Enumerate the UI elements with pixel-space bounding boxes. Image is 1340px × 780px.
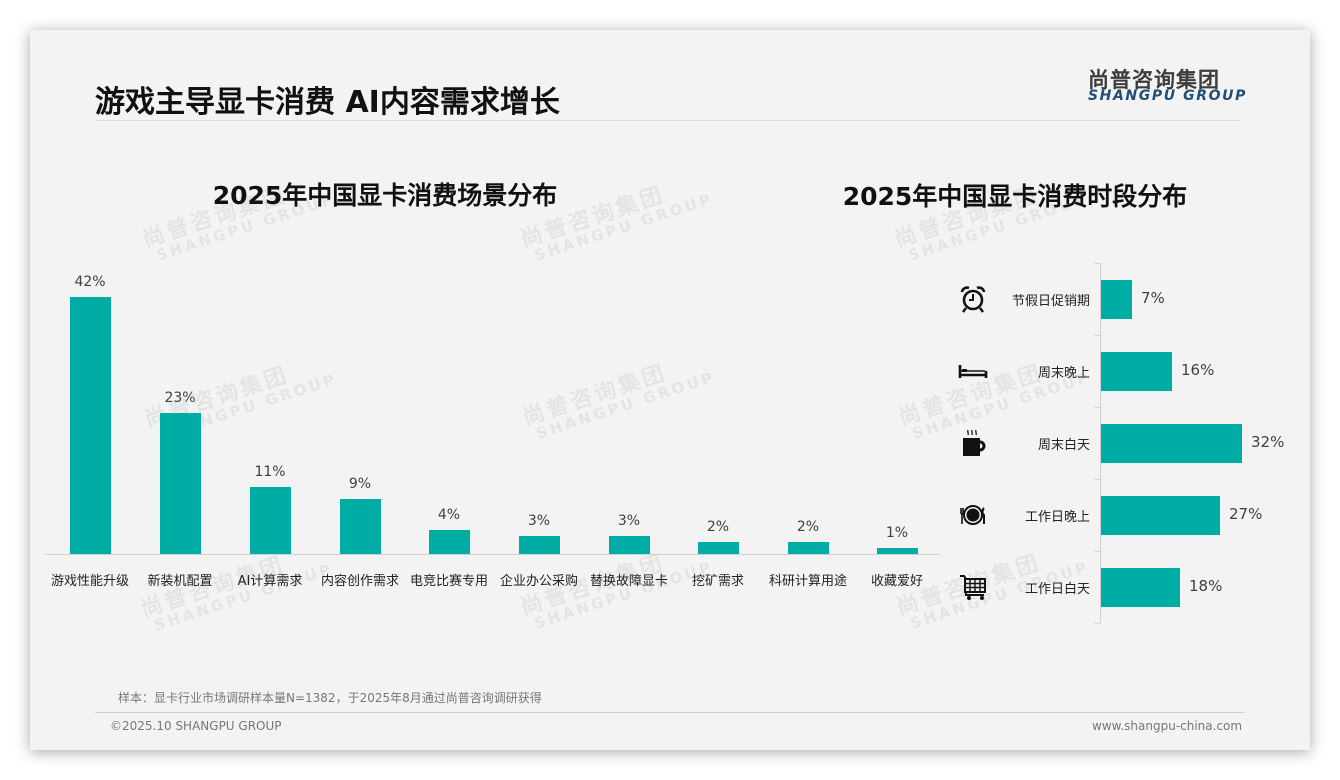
column-bar[interactable] [428,530,470,554]
column-bar[interactable] [339,499,381,554]
axis-tick [1094,623,1100,624]
time-category-label: 工作日白天 [1024,582,1090,597]
plate-cutlery-icon [958,500,988,530]
column-category-label: 企业办公采购 [499,574,579,589]
watermark-text-cn: 尚普咨询集团 [519,360,671,431]
column-category-label: 新装机配置 [147,574,213,589]
column-value-label: 4% [437,507,461,523]
bed-icon [958,356,988,386]
time-bar[interactable] [1101,423,1242,463]
column-bar[interactable] [159,413,201,554]
column-bar[interactable] [787,542,829,554]
column-bar[interactable] [69,297,111,554]
time-bar[interactable] [1101,279,1132,319]
column-category-label: 收藏爱好 [870,574,924,589]
logo-chinese: 尚普咨询集团 [1088,68,1220,92]
time-value-label: 7% [1141,289,1165,307]
column-bar[interactable] [697,542,739,554]
time-bar[interactable] [1101,567,1180,607]
watermark-text-en: SHANGPU GROUP [534,367,718,443]
column-value-label: 1% [885,525,909,541]
time-category-label: 节假日促销期 [1011,294,1090,309]
time-bar[interactable] [1101,495,1220,535]
column-value-label: 2% [706,519,730,535]
time-value-label: 27% [1229,505,1263,523]
column-category-label: 电竞比赛专用 [409,574,489,589]
column-bar[interactable] [249,487,291,554]
column-category-label: AI计算需求 [237,574,303,589]
axis-tick [1094,335,1100,336]
time-category-label: 周末晚上 [1037,366,1090,381]
column-bar[interactable] [876,548,918,554]
axis-tick [1094,407,1100,408]
column-bar[interactable] [608,536,650,554]
column-value-label: 3% [617,513,641,529]
column-value-label: 42% [74,274,106,290]
column-value-label: 2% [796,519,820,535]
column-category-label: 挖矿需求 [691,574,745,589]
website-link: www.shangpu-china.com [1092,719,1243,733]
footer-divider [95,712,1245,713]
column-bar[interactable] [518,536,560,554]
logo-english: SHANGPU GROUP [1088,88,1247,104]
time-bar[interactable] [1101,351,1172,391]
title-divider [95,120,1240,121]
time-chart-title: 2025年中国显卡消费时段分布 [842,182,1188,211]
time-category-label: 周末白天 [1037,438,1090,453]
time-value-label: 32% [1251,433,1285,451]
time-category-label: 工作日晚上 [1024,510,1090,525]
column-category-label: 内容创作需求 [320,574,400,589]
axis-tick [1094,263,1100,264]
slide: 尚普咨询集团 SHANGPU GROUP 尚普咨询集团 SHANGPU GROUP 尚普… [30,30,1310,750]
column-value-label: 23% [164,390,196,406]
column-value-label: 3% [527,513,551,529]
column-value-label: 9% [348,476,372,492]
column-category-label: 替换故障显卡 [589,574,669,589]
shopping-cart-icon [958,572,988,602]
column-value-label: 11% [254,464,286,480]
alarm-clock-icon [958,284,988,314]
column-category-label: 游戏性能升级 [50,574,130,589]
column-category-label: 科研计算用途 [768,574,848,589]
watermark-text-en: SHANGPU GROUP [532,189,716,265]
copyright: ©2025.10 SHANGPU GROUP [110,719,282,733]
coffee-cup-icon [958,428,988,458]
watermark: 尚普咨询集团 SHANGPU GROUP [519,348,718,445]
time-chart-y-axis [1100,263,1101,623]
sample-note: 样本：显卡行业市场调研样本量N=1382，于2025年8月通过尚普咨询调研获得 [118,691,542,705]
page-title: 游戏主导显卡消费 AI内容需求增长 [95,85,560,120]
watermark-text-cn: 尚普咨询集团 [895,360,1047,431]
scene-chart-x-axis [45,554,940,555]
time-value-label: 16% [1181,361,1215,379]
scene-chart-title: 2025年中国显卡消费场景分布 [212,181,558,210]
axis-tick [1094,479,1100,480]
time-value-label: 18% [1189,577,1223,595]
axis-tick [1094,551,1100,552]
